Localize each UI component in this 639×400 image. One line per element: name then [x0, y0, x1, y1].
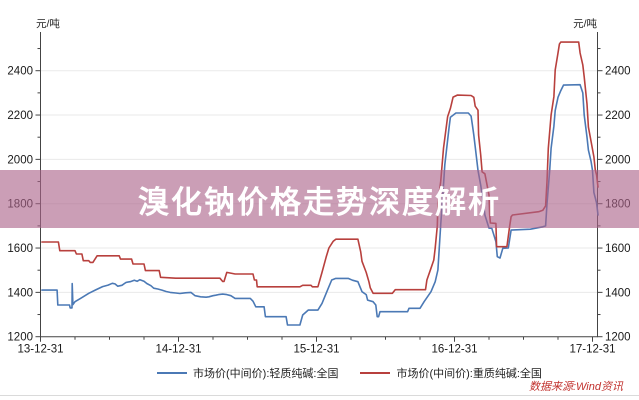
legend-label-dense-soda-ash: 市场价(中间价):重质纯碱:全国: [396, 368, 542, 380]
svg-text:1400: 1400: [605, 287, 631, 299]
svg-text:1200: 1200: [605, 332, 631, 344]
title-banner: 溴化钠价格走势深度解析: [0, 170, 639, 228]
legend-line-blue: [157, 372, 187, 374]
svg-text:15-12-31: 15-12-31: [293, 344, 339, 356]
svg-text:17-12-31: 17-12-31: [569, 344, 615, 356]
svg-text:2000: 2000: [7, 154, 33, 166]
svg-text:2400: 2400: [7, 66, 33, 78]
chart-legend: 市场价(中间价):轻质纯碱:全国 市场价(中间价):重质纯碱:全国: [157, 365, 542, 381]
legend-item-light-soda-ash: 市场价(中间价):轻质纯碱:全国: [157, 365, 338, 381]
legend-label-light-soda-ash: 市场价(中间价):轻质纯碱:全国: [193, 368, 339, 380]
legend-line-red: [360, 372, 391, 374]
svg-text:16-12-31: 16-12-31: [431, 344, 477, 356]
data-source-watermark: 数据来源:Wind资讯: [528, 381, 623, 393]
svg-text:1200: 1200: [7, 332, 33, 344]
svg-text:2000: 2000: [605, 154, 631, 166]
svg-text:2400: 2400: [605, 66, 631, 78]
svg-text:2200: 2200: [605, 110, 631, 122]
svg-text:13-12-31: 13-12-31: [17, 344, 63, 356]
svg-text:1600: 1600: [7, 243, 33, 255]
legend-item-dense-soda-ash: 市场价(中间价):重质纯碱:全国: [360, 365, 542, 381]
svg-text:2200: 2200: [7, 110, 33, 122]
svg-text:14-12-31: 14-12-31: [155, 344, 201, 356]
left-axis-unit-label: 元/吨: [36, 18, 60, 30]
svg-text:1600: 1600: [605, 243, 631, 255]
page-title: 溴化钠价格走势深度解析: [138, 184, 501, 220]
svg-text:1400: 1400: [7, 287, 33, 299]
right-axis-unit-label: 元/吨: [573, 18, 597, 30]
bottom-divider: [0, 395, 639, 396]
